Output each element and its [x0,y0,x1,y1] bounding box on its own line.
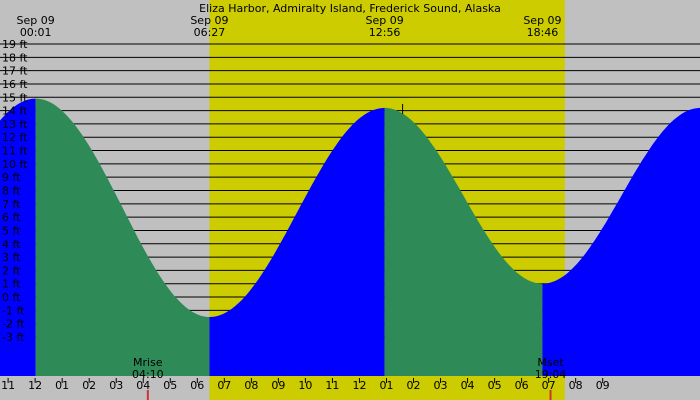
y-tick-label: 10 ft [2,158,28,171]
x-tick-label: 04 [461,379,475,392]
x-tick-label: 09 [271,379,285,392]
x-tick-label: 07 [217,379,231,392]
x-tick-label: 06 [515,379,529,392]
x-tick-label: 03 [109,379,123,392]
moon-event-time: 04:10 [132,368,164,381]
x-tick-label: 12 [28,379,42,392]
extreme-date-label: Sep 09 [365,14,403,27]
y-tick-label: 18 ft [2,51,28,64]
x-tick-label: 11 [1,379,15,392]
x-tick-label: 02 [407,379,421,392]
x-tick-label: 01 [379,379,393,392]
x-tick-label: 04 [136,379,150,392]
y-tick-label: 11 ft [2,145,28,158]
y-tick-label: 9 ft [2,171,21,184]
y-tick-label: -3 ft [2,331,25,344]
rising-tide-area [209,107,385,377]
y-tick-label: 6 ft [2,211,21,224]
y-tick-label: 19 ft [2,38,28,51]
extreme-time-label: 06:27 [194,26,226,39]
chart-title: Eliza Harbor, Admiralty Island, Frederic… [199,2,501,15]
rising-tide-area [542,107,700,377]
y-tick-label: 2 ft [2,264,21,277]
x-tick-label: 02 [82,379,96,392]
x-tick-label: 12 [352,379,366,392]
x-axis: 11 12 01 02 03 04 05 06 07 08 09 10 11 12 01 02 03 04 05 06… [1,378,610,392]
y-tick-label: 14 ft [2,105,28,118]
rising-tide-area [0,98,36,376]
x-tick-label: 07 [542,379,556,392]
moon-event-name: Mrise [133,356,163,369]
y-tick-label: 13 ft [2,118,28,131]
y-tick-label: 1 ft [2,278,21,291]
y-tick-label: 0 ft [2,291,21,304]
x-tick-label: 08 [569,379,583,392]
extreme-date-label: Sep 09 [523,14,561,27]
falling-tide-area [384,107,543,377]
x-tick-label: 09 [596,379,610,392]
y-tick-label: 7 ft [2,198,21,211]
y-tick-label: 8 ft [2,185,21,198]
x-tick-label: 06 [190,379,204,392]
y-tick-label: 15 ft [2,91,28,104]
y-tick-label: -2 ft [2,318,25,331]
extreme-time-label: 18:46 [527,26,559,39]
moon-event-name: Mset [537,356,564,369]
y-tick-label: 4 ft [2,238,21,251]
x-tick-label: 01 [55,379,69,392]
x-tick-label: 10 [298,379,312,392]
x-tick-label: 05 [163,379,177,392]
extreme-time-label: 12:56 [369,26,401,39]
extreme-date-label: Sep 09 [17,14,55,27]
y-tick-label: -1 ft [2,304,25,317]
y-tick-label: 17 ft [2,65,28,78]
tide-layer [0,98,700,377]
y-tick-label: 3 ft [2,251,21,264]
falling-tide-area [35,98,210,376]
x-tick-label: 05 [488,379,502,392]
y-tick-label: 5 ft [2,224,21,237]
y-tick-label: 12 ft [2,131,28,144]
extreme-time-label: 00:01 [20,26,52,39]
moon-event-time: 19:04 [535,368,567,381]
x-tick-label: 08 [244,379,258,392]
x-tick-label: 03 [434,379,448,392]
y-tick-label: 16 ft [2,78,28,91]
extreme-date-label: Sep 09 [190,14,228,27]
x-tick-label: 11 [325,379,339,392]
